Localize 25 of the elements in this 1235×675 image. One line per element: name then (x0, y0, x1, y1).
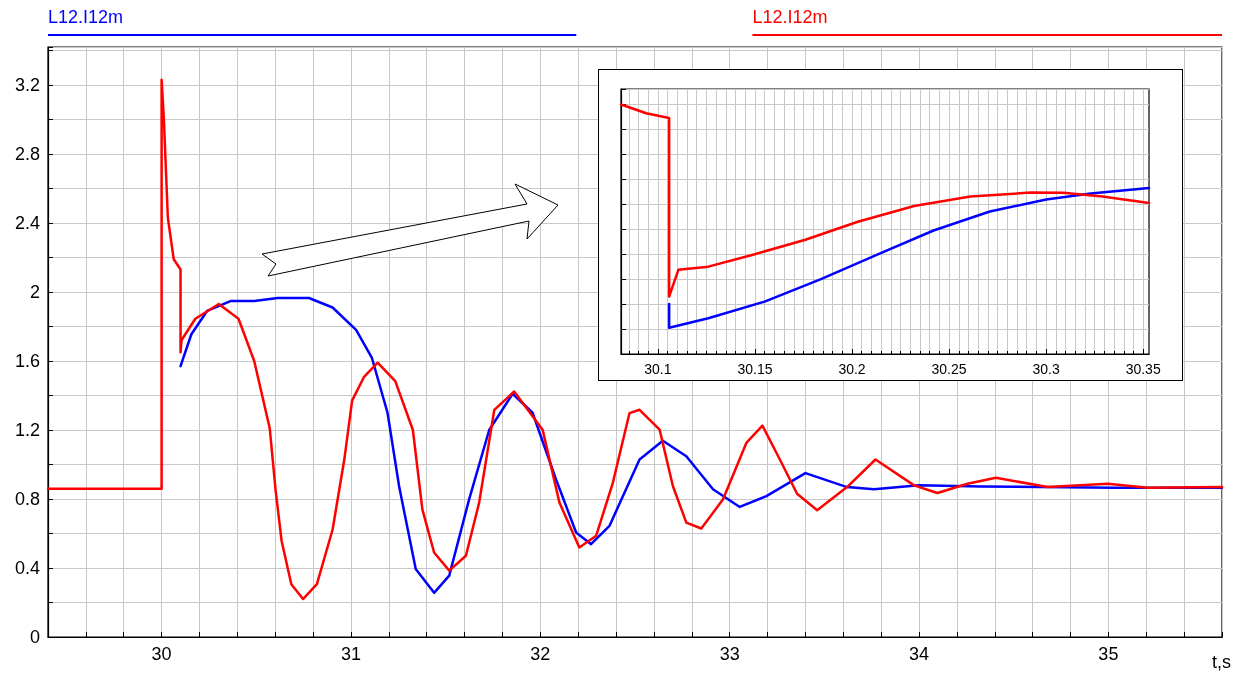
x-tick-label: 33 (719, 644, 740, 664)
x-tick-label: 30.3 (1032, 361, 1060, 377)
x-tick-label: 30.15 (737, 361, 773, 377)
y-tick-label: 2 (29, 281, 40, 302)
x-tick-label: 35 (1098, 644, 1119, 664)
y-tick-label: 2.8 (14, 143, 40, 164)
x-tick-label: 30.35 (1125, 361, 1161, 377)
y-tick-label: 2.4 (14, 212, 40, 233)
x-tick-label: 31 (340, 644, 361, 664)
x-tick-label: 30.2 (838, 361, 866, 377)
x-tick-label: 32 (530, 644, 551, 664)
y-tick-label: 0 (29, 627, 40, 647)
y-tick-label: 0.4 (14, 557, 40, 578)
x-axis-title: t,s (1212, 652, 1232, 672)
y-tick-label: 3.2 (14, 74, 40, 95)
x-tick-label: 30 (151, 644, 172, 664)
x-tick-label: 34 (909, 644, 930, 664)
text: L12.I12m (48, 7, 124, 27)
y-tick-label: 1.6 (14, 350, 40, 371)
y-tick-label: 0.8 (14, 488, 40, 509)
y-tick-label: 1.2 (14, 419, 40, 440)
text: L12.I12m (752, 7, 828, 27)
line-series (46, 78, 1224, 601)
x-tick-label: 30.1 (644, 361, 672, 377)
x-tick-label: 30.25 (931, 361, 967, 377)
